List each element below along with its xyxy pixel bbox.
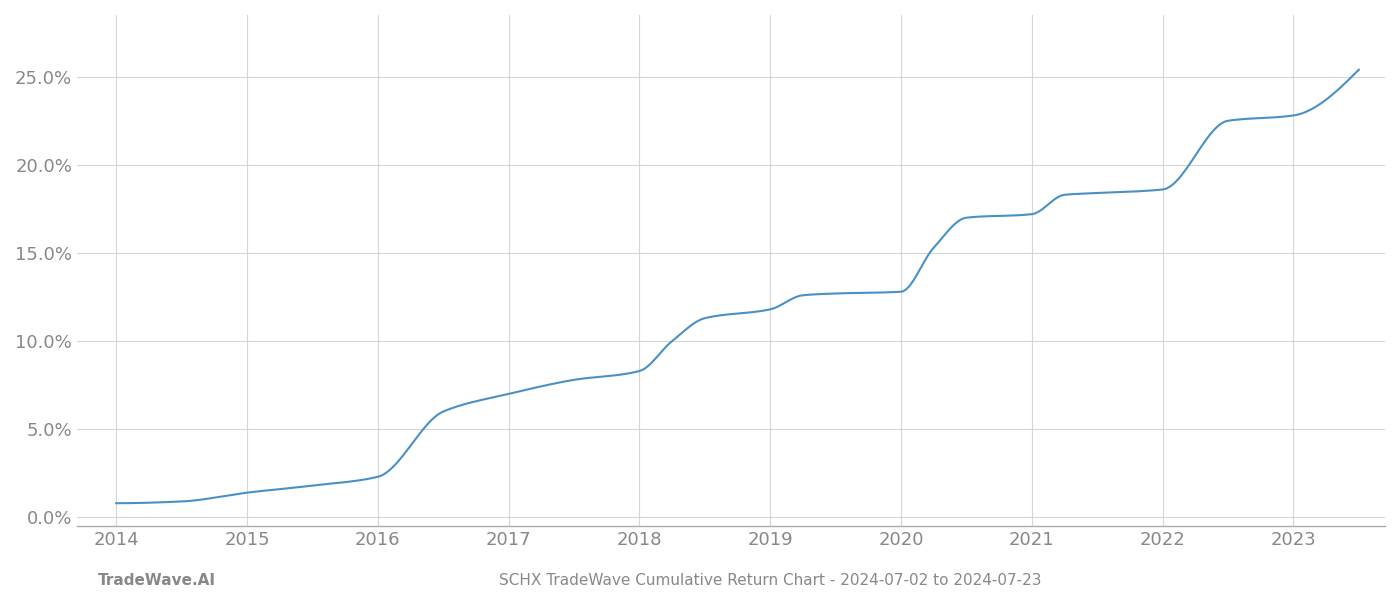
Text: TradeWave.AI: TradeWave.AI (98, 573, 216, 588)
Text: SCHX TradeWave Cumulative Return Chart - 2024-07-02 to 2024-07-23: SCHX TradeWave Cumulative Return Chart -… (498, 573, 1042, 588)
